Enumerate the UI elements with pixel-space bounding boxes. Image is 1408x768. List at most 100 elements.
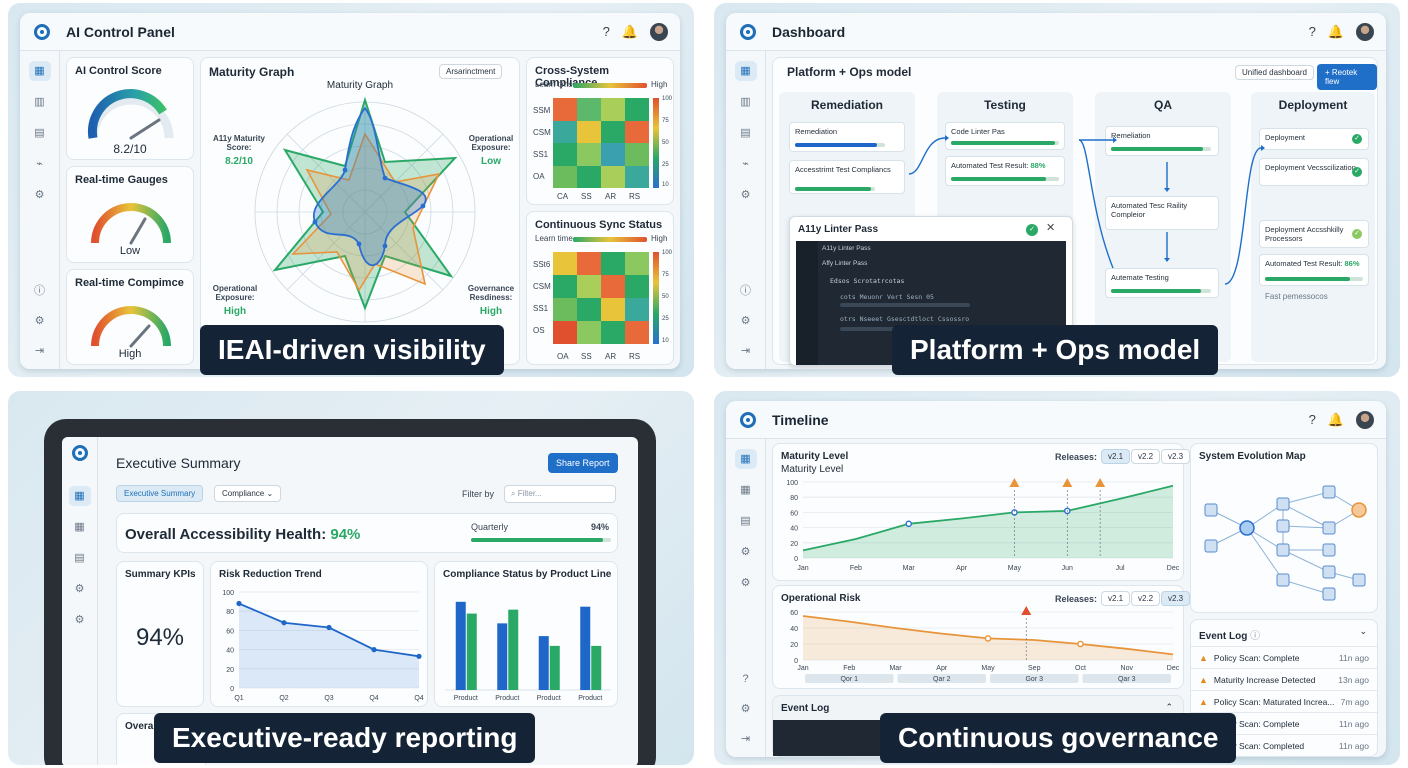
x-tick-label: Dec <box>1167 665 1180 672</box>
assessment-button[interactable]: Arsarinctment <box>439 64 503 79</box>
a11y-score-label: A11y Maturity Score: <box>212 134 266 152</box>
apps-icon[interactable]: ▦ <box>740 484 751 496</box>
panel-platform-ops: Dashboard ? 🔔 ▦ ▥ ▤ ⌁ ⚙ ⓘ ⚙ ⇥ Platform +… <box>714 3 1400 377</box>
event-log-header: Event Log ⓘ <box>1199 627 1260 642</box>
info-icon[interactable]: ⓘ <box>1250 631 1261 642</box>
clipboard-icon[interactable]: ▤ <box>34 127 45 139</box>
code-line: otrs Nseeet Gsesctdtloct Cssossro <box>840 315 970 323</box>
chevron-up-icon[interactable]: ⌃ <box>1165 702 1173 712</box>
box-label: Deployment <box>1265 133 1306 142</box>
clipboard-icon[interactable]: ▤ <box>74 552 85 564</box>
automate-testing-box[interactable]: Autemate Testing <box>1105 268 1219 298</box>
bell-icon[interactable]: 🔔 <box>1327 412 1344 427</box>
heat-cell <box>577 298 601 321</box>
bell-icon[interactable]: 🔔 <box>621 24 638 39</box>
heat-cell <box>625 298 649 321</box>
flow-icon[interactable]: ⌁ <box>742 158 749 170</box>
card-title: AI Control Score <box>75 65 162 77</box>
add-flow-button[interactable]: + Reotek flew <box>1317 64 1377 90</box>
accessibility-test-box[interactable]: Accesstrimt Test Compliancs <box>789 160 905 194</box>
settings-icon[interactable]: ⚙ <box>740 577 751 589</box>
release-v2-3[interactable]: v2.3 <box>1161 591 1191 606</box>
automated-test-box[interactable]: Automated Test Result: 88% <box>945 156 1065 186</box>
compliance-dropdown[interactable]: Compliance ⌄ <box>214 485 282 502</box>
page-title: AI Control Panel <box>66 23 175 40</box>
scale-label: 10 <box>662 338 669 344</box>
release-v2-1[interactable]: v2.1 <box>1101 449 1131 464</box>
deployment-processors-box[interactable]: Deployment Accsshkilly Processors ✓ <box>1259 220 1369 248</box>
editor-tab[interactable]: Affy Linter Pass <box>822 260 868 267</box>
avatar[interactable] <box>1356 22 1374 41</box>
filter-placeholder: Filter... <box>517 489 542 498</box>
flow-icon[interactable]: ⌁ <box>36 158 43 170</box>
avatar[interactable] <box>650 22 668 41</box>
logout-icon[interactable]: ⇥ <box>34 345 45 357</box>
governance-value: High <box>479 306 503 317</box>
health-text: Overall Accessibility Health: 94% <box>125 526 360 543</box>
gear-icon[interactable]: ⚙ <box>740 189 751 201</box>
help-icon[interactable]: ? <box>602 24 610 39</box>
qa-remediation-box[interactable]: Remeliation <box>1105 126 1219 156</box>
tab-executive-summary[interactable]: Executive Summary <box>116 485 204 502</box>
editor-tab[interactable]: A11y Linter Pass <box>822 245 871 252</box>
release-v2-1[interactable]: v2.1 <box>1101 591 1131 606</box>
gear-icon[interactable]: ⚙ <box>740 546 751 558</box>
settings-icon[interactable]: ⚙ <box>740 703 751 715</box>
chevron-down-icon[interactable]: ⌄ <box>1359 626 1367 636</box>
heat-cell <box>601 143 625 166</box>
gear-icon[interactable]: ⚙ <box>34 189 45 201</box>
box-label: Remeliation <box>1111 131 1151 140</box>
deployment-vis-box[interactable]: Deployment Vecsscilization ✓ <box>1259 158 1369 186</box>
bell-icon[interactable]: 🔔 <box>1327 24 1344 39</box>
release-v2-2[interactable]: v2.2 <box>1131 449 1161 464</box>
scale-label: 75 <box>662 118 669 124</box>
share-report-button[interactable]: Share Report <box>548 453 618 473</box>
y-tick-label: 40 <box>226 648 234 655</box>
heat-cell <box>577 98 601 121</box>
caption: Continuous governance <box>880 713 1237 763</box>
columns-icon[interactable]: ▥ <box>740 96 751 108</box>
grid-icon[interactable]: ▦ <box>734 61 757 81</box>
maturity-point <box>905 520 913 528</box>
grid-icon[interactable]: ▦ <box>68 486 91 506</box>
remediation-box[interactable]: Remediation <box>789 122 905 152</box>
top-bar: Dashboard ? 🔔 <box>726 13 1386 51</box>
filter-input[interactable]: ⌕ Filter... <box>504 485 616 503</box>
help-icon[interactable]: ? <box>1308 24 1316 39</box>
compliance-value: High <box>118 348 142 360</box>
event-row[interactable]: ▲ Maturity Increase Detected 13n ago <box>1191 668 1377 690</box>
info-icon[interactable]: ⓘ <box>740 285 751 297</box>
clipboard-icon[interactable]: ▤ <box>740 127 751 139</box>
settings-icon[interactable]: ⚙ <box>74 614 85 626</box>
apps-icon[interactable]: ▦ <box>74 521 85 533</box>
close-icon[interactable]: ✕ <box>1046 222 1056 234</box>
deployment-box[interactable]: Deployment ✓ <box>1259 128 1369 150</box>
release-v2-2[interactable]: v2.2 <box>1131 591 1161 606</box>
warning-icon: ▲ <box>1199 652 1208 663</box>
settings-icon[interactable]: ⚙ <box>740 315 751 327</box>
maturity-chart: 100 80 60 40 20 0 Jan Feb Mar Apr May Jun Jul Dec <box>786 478 1180 572</box>
event-row[interactable]: ▲ Policy Scan: Maturated Increa... 7m ago <box>1191 690 1377 712</box>
info-icon[interactable]: ⓘ <box>34 285 45 297</box>
legend-low: Learn tims <box>535 80 573 89</box>
deployment-test-result-box[interactable]: Automated Test Result: 86% <box>1259 254 1369 286</box>
release-v2-3[interactable]: v2.3 <box>1161 449 1191 464</box>
logout-icon[interactable]: ⇥ <box>740 345 751 357</box>
heat-cell <box>601 165 625 188</box>
grid-icon[interactable]: ▦ <box>734 449 757 469</box>
unified-dashboard-button[interactable]: Unified dashboard <box>1235 65 1314 80</box>
clipboard-icon[interactable]: ▤ <box>740 515 751 527</box>
help-icon[interactable]: ? <box>1308 412 1316 427</box>
logout-icon[interactable]: ⇥ <box>740 733 751 745</box>
x-tick-label: Q2 <box>279 695 288 702</box>
grid-icon[interactable]: ▦ <box>28 61 51 81</box>
help-circle-icon[interactable]: ? <box>742 673 749 685</box>
settings-icon[interactable]: ⚙ <box>34 315 45 327</box>
qa-automated-box[interactable]: Automated Tesc Raility Compleior <box>1105 196 1219 230</box>
columns-icon[interactable]: ▥ <box>34 96 45 108</box>
event-row[interactable]: ▲ Policy Scan: Complete 11n ago <box>1191 646 1377 668</box>
gear-icon[interactable]: ⚙ <box>74 583 85 595</box>
avatar[interactable] <box>1356 410 1374 429</box>
x-tick-label: Oct <box>1075 665 1086 672</box>
dropdown-label: Compliance <box>222 489 265 498</box>
